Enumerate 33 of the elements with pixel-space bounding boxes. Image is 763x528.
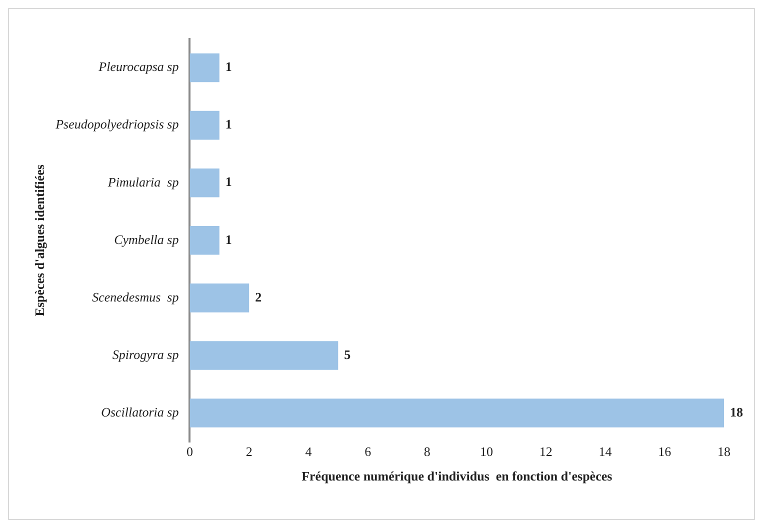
bar <box>190 110 220 140</box>
x-tick-label: 12 <box>539 444 552 460</box>
y-tick-label: Pseudopolyedriopsis sp <box>54 116 180 132</box>
data-label: 2 <box>255 289 262 304</box>
data-label: 1 <box>225 116 232 132</box>
y-tick-label: Cymbella sp <box>114 232 180 247</box>
bar <box>190 284 250 312</box>
bar <box>190 226 220 255</box>
x-tick-label: 18 <box>718 444 730 460</box>
x-tick-label: 0 <box>186 444 193 460</box>
y-tick-label: Oscillatoria sp <box>101 404 180 420</box>
data-label: 1 <box>225 59 232 74</box>
x-tick-label: 16 <box>658 444 672 460</box>
bar <box>190 168 220 198</box>
x-axis-title: Fréquence numérique d'individus en fonction d'espèces <box>302 468 612 484</box>
bar <box>190 398 724 428</box>
x-tick-label: 10 <box>480 444 494 460</box>
data-label: 5 <box>344 346 352 362</box>
bar <box>190 341 338 370</box>
data-label: 1 <box>225 174 232 190</box>
x-tick-label: 6 <box>364 444 372 460</box>
x-tick-label: 4 <box>305 444 312 460</box>
y-tick-label: Spirogyra sp <box>112 346 180 362</box>
bar <box>190 53 220 82</box>
x-tick-label: 8 <box>424 444 430 460</box>
y-axis-title: Espèces d'algues identifiées <box>32 164 48 316</box>
x-tick-label: 2 <box>246 444 252 460</box>
x-tick-label: 14 <box>598 444 612 460</box>
data-label: 18 <box>730 404 744 420</box>
y-tick-label: Pimularia sp <box>106 174 180 190</box>
y-tick-label: Pleurocapsa sp <box>98 59 180 74</box>
y-tick-label: Scenedesmus sp <box>92 289 180 304</box>
data-label: 1 <box>225 232 232 247</box>
